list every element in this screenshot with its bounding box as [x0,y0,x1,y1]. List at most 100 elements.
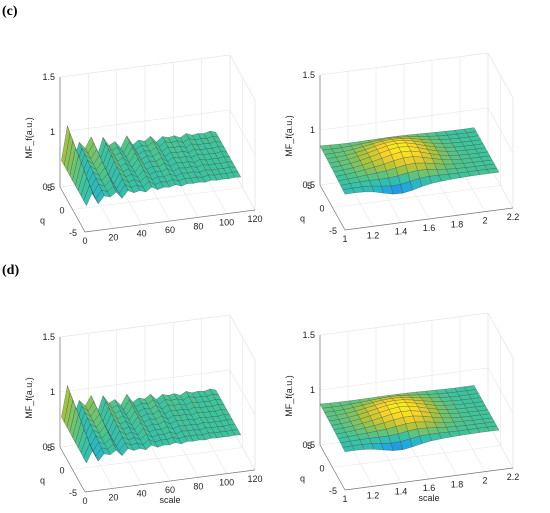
x-tick-label: 2.2 [507,212,520,222]
z-tick-label: 1.5 [302,70,315,80]
x-tick-label: 80 [193,221,203,231]
x-tick-label: 1.2 [367,230,380,240]
x-tick-label: 100 [219,218,234,228]
x-tick-label: 1.6 [423,483,436,493]
surface [61,125,242,207]
q-tick-label: -5 [69,488,77,498]
x-tick-label: 2 [482,476,487,486]
x-tick-label: 40 [137,229,147,239]
surface-patch [83,443,93,464]
x-axis-label: scale [159,495,180,505]
gridline [319,312,514,359]
chart-c-right: 1 1.2 1.4 1.6 1.8 2 2.2 -5 0 50.5 1 1.5 q MF_f(a.u.) [284,52,520,244]
x-tick-label: 80 [193,481,203,491]
box-edge [59,314,231,338]
surface-patch [342,188,355,195]
z-tick-label: 1 [310,385,315,395]
surface-patch [83,184,93,207]
q-tick-label: 5 [47,443,52,453]
q-axis-label: q [300,214,305,224]
box-edge [229,54,256,101]
z-axis-label: MF_f(a.u.) [284,375,294,417]
q-tick-label: 0 [59,206,64,216]
surface [319,385,500,452]
z-axis-label: MF_f(a.u.) [24,117,34,159]
box-edge [487,312,514,359]
panel-label-c: (c) [2,4,18,19]
gridline [332,185,501,208]
x-tick-label: 20 [108,232,118,242]
gridline [332,445,501,468]
q-axis-label: q [40,476,45,486]
x-tick-label: 1 [342,234,347,244]
z-tick-label: 1.5 [42,72,55,82]
axis-line [319,444,346,491]
surface-patch [342,445,355,452]
x-tick-label: 1.8 [451,219,464,229]
x-tick-label: 60 [165,225,175,235]
box-edge [319,312,489,336]
x-tick-label: 1 [342,494,347,504]
gridline [319,52,514,99]
q-tick-label: 5 [307,441,312,451]
box-edge [59,54,231,78]
x-tick-label: 40 [137,489,147,499]
z-tick-label: 0.5 [42,442,55,452]
z-axis-label: MF_f(a.u.) [284,115,294,157]
z-tick-label: 1 [310,125,315,135]
z-tick-label: 1.5 [302,330,315,340]
z-tick-label: 1 [50,387,55,397]
axis-line [319,184,346,231]
x-tick-label: 120 [247,474,262,484]
q-axis-label: q [300,474,305,484]
x-tick-label: 120 [247,214,262,224]
axis-line [344,467,514,491]
axis-line [59,446,86,493]
x-tick-label: 0 [82,236,87,246]
gridline [72,447,243,470]
box-edge [229,314,256,361]
z-tick-label: 0.5 [302,440,315,450]
axis-line [344,207,514,231]
x-tick-label: 60 [165,485,175,495]
chart-c-left: 0 20 40 60 80 100 120 -5 0 50.5 1 1.5 q MF_f(a.u.) [24,54,263,246]
box-edge [487,52,514,99]
gridline [72,187,243,210]
x-tick-label: 2 [482,216,487,226]
x-axis-label: scale [418,493,439,503]
x-tick-label: 1.2 [367,490,380,500]
x-tick-label: 100 [219,478,234,488]
chart-d-left: 0 20 40 60 80 100 120 -5 0 50.5 1 1.5 q MF_f(a.u.)sca… [24,314,263,506]
x-tick-label: 1.4 [395,227,408,237]
x-tick-label: 1.6 [423,223,436,233]
gridline [59,314,256,361]
axis-line [59,186,86,233]
q-tick-label: 0 [319,204,324,214]
x-tick-label: 0 [82,496,87,506]
axis-line [84,209,256,233]
q-tick-label: 5 [307,181,312,191]
box-edge [319,52,489,76]
panel-label-d: (d) [2,263,19,278]
q-tick-label: -5 [329,486,337,496]
x-tick-label: 1.4 [395,487,408,497]
surface [319,127,500,195]
z-tick-label: 1.5 [42,332,55,342]
q-tick-label: -5 [69,228,77,238]
x-tick-label: 1.8 [451,479,464,489]
x-tick-label: 20 [108,492,118,502]
q-tick-label: 0 [59,466,64,476]
q-tick-label: -5 [329,226,337,236]
z-tick-label: 0.5 [302,180,315,190]
z-axis-label: MF_f(a.u.) [24,377,34,419]
x-tick-label: 2.2 [507,472,520,482]
chart-d-right: 1 1.2 1.4 1.6 1.8 2 2.2 -5 0 50.5 1 1.5 q MF_f(a.u.)s… [284,312,520,504]
axis-line [84,469,256,493]
z-tick-label: 0.5 [42,182,55,192]
surface [61,384,242,464]
q-axis-label: q [40,216,45,226]
z-tick-label: 1 [50,127,55,137]
gridline [59,54,256,101]
q-tick-label: 5 [47,183,52,193]
